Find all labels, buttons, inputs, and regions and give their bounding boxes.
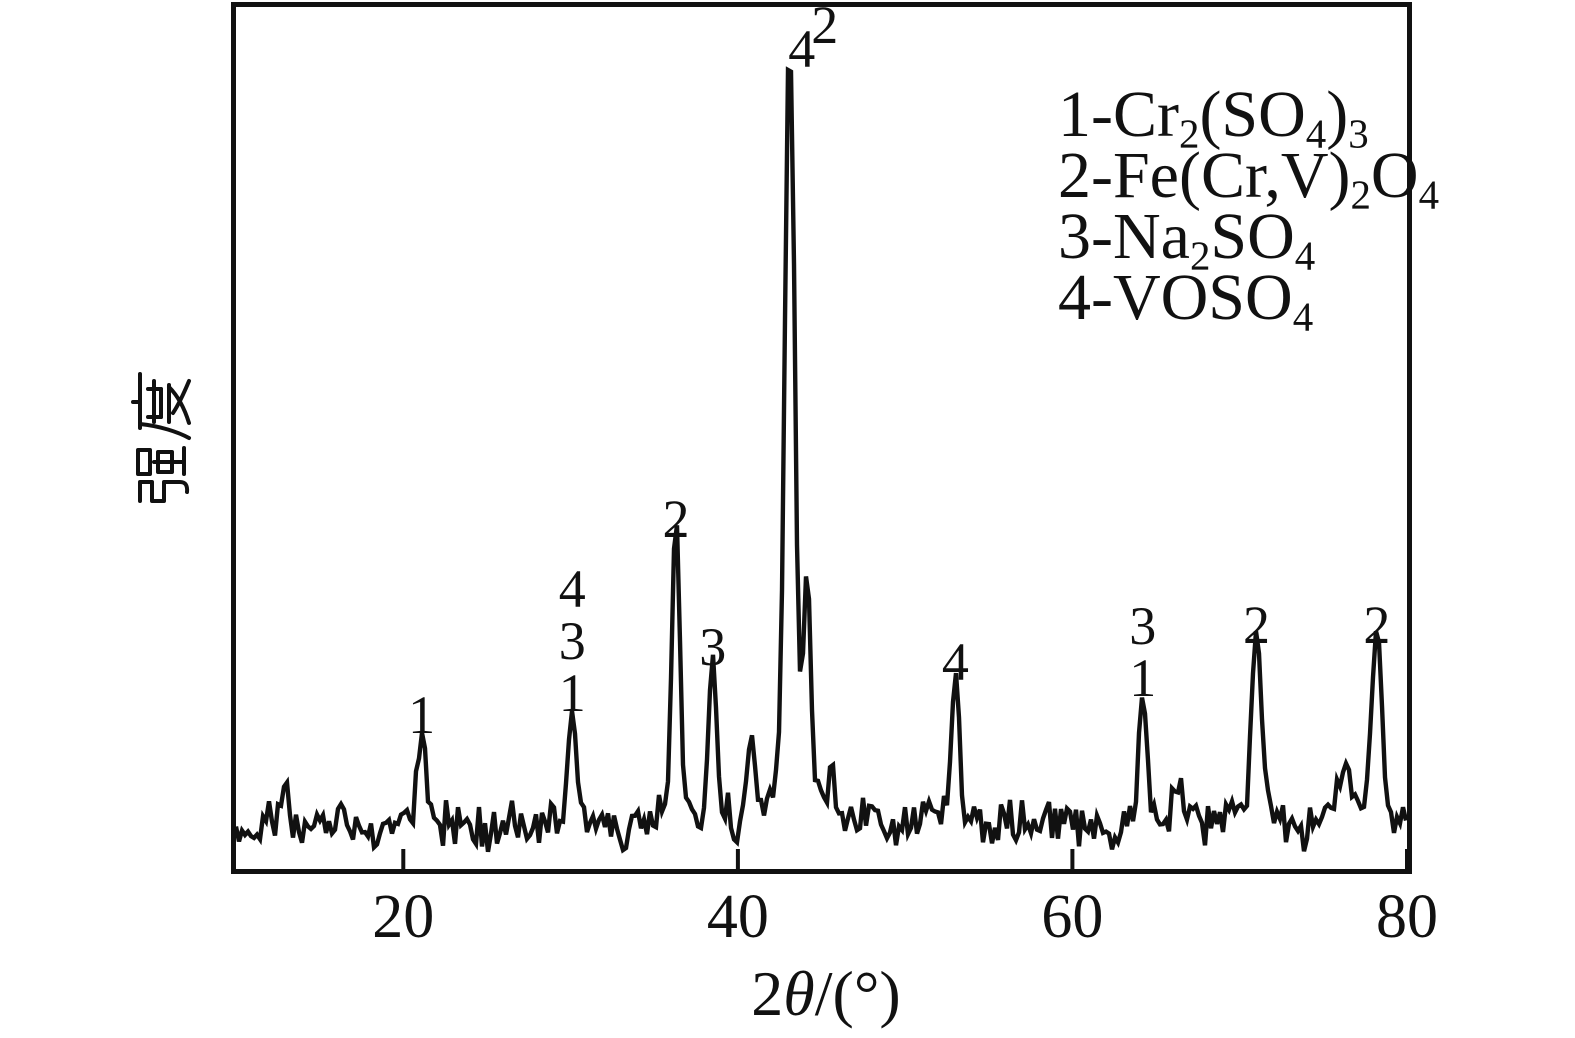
text-segment: SO — [1210, 200, 1295, 273]
subscript-text: 4 — [1305, 111, 1327, 157]
text-segment: 2-Fe(Cr,V) — [1058, 139, 1351, 212]
peak-label: 3 — [1129, 595, 1157, 656]
plot-frame — [231, 2, 1412, 874]
ylabel-glyphs — [131, 372, 191, 503]
text-segment: θ — [783, 958, 815, 1029]
x-tick-label: 20 — [372, 883, 435, 951]
x-tick-label: 60 — [1041, 883, 1104, 951]
legend-item: 1-Cr2(SO4)3 — [1058, 82, 1439, 157]
legend-item: 4-VOSO4 — [1058, 265, 1439, 340]
x-tick-label: 80 — [1376, 883, 1438, 951]
text-segment: 4-VOSO — [1058, 261, 1293, 334]
peak-label: 2 — [1363, 594, 1391, 655]
legend: 1-Cr2(SO4)3 2-Fe(Cr,V)2O4 3-Na2SO4 4-VOSO4 — [1058, 82, 1439, 340]
peak-label: 3 — [558, 610, 586, 671]
peak-label: 2 — [662, 489, 690, 550]
text-segment: ) — [1326, 78, 1349, 151]
peak-label: 2 — [811, 0, 839, 55]
text-segment: /(°) — [814, 958, 901, 1029]
subscript-text: 2 — [1189, 233, 1211, 279]
y-axis-label — [130, 367, 194, 507]
peak-label: 4 — [558, 558, 586, 619]
x-axis-label: 2θ/(°) — [751, 962, 900, 1026]
text-segment: O — [1370, 139, 1419, 212]
xrd-trace — [236, 66, 1407, 854]
peak-label: 4 — [788, 19, 816, 79]
xrd-curve — [236, 66, 1407, 869]
text-segment: (SO — [1199, 78, 1306, 151]
text-segment: 2 — [751, 958, 784, 1029]
subscript-text: 2 — [1350, 172, 1371, 218]
x-tick-label: 40 — [706, 883, 769, 951]
text-segment: 3-Na — [1058, 200, 1190, 273]
subscript-text: 4 — [1294, 233, 1316, 279]
peak-label: 1 — [558, 662, 586, 723]
peak-label: 4 — [941, 632, 969, 693]
legend-item: 2-Fe(Cr,V)2O4 — [1058, 143, 1439, 218]
subscript-text: 2 — [1178, 111, 1200, 157]
subscript-text: 3 — [1348, 111, 1369, 157]
legend-item: 3-Na2SO4 — [1058, 204, 1439, 279]
peak-label: 1 — [1129, 647, 1157, 708]
subscript-text: 4 — [1418, 172, 1440, 218]
peak-label: 1 — [408, 685, 436, 746]
peak-label: 2 — [1242, 594, 1270, 655]
text-segment: 1-Cr — [1058, 78, 1179, 151]
subscript-text: 4 — [1292, 294, 1314, 340]
peak-label: 3 — [699, 617, 727, 678]
